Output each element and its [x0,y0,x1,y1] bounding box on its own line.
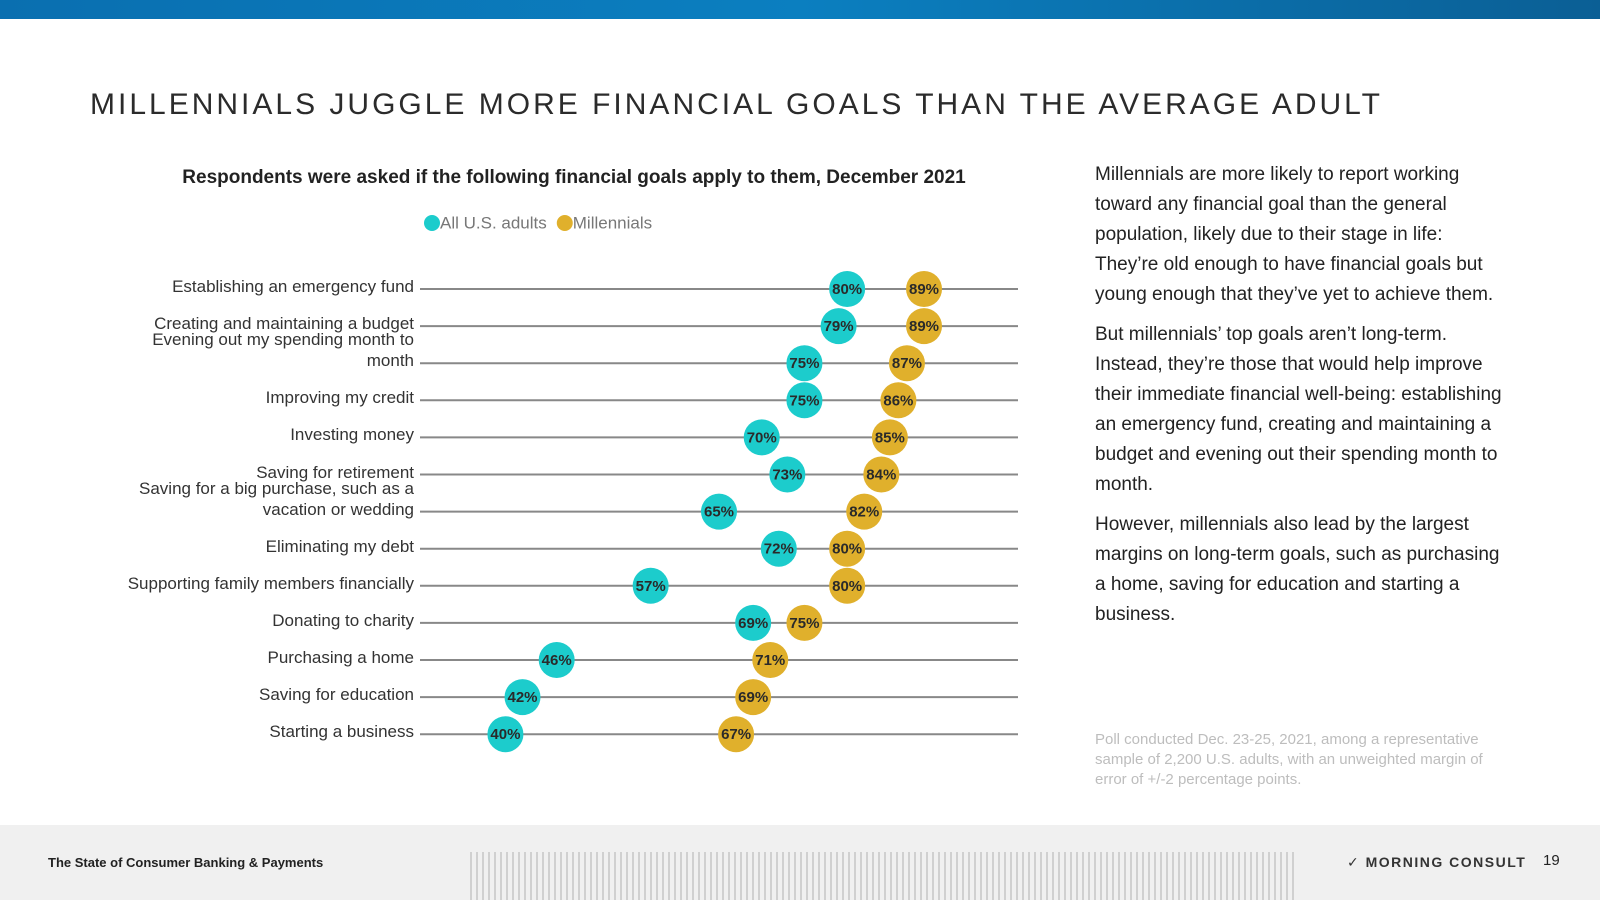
dot [829,271,866,307]
dot [487,716,524,753]
value-label: 75% [789,392,819,409]
dot [906,271,943,307]
category-label: Saving for education [259,685,414,705]
dot [888,345,925,382]
dot [786,345,823,382]
footnote: Poll conducted Dec. 23-25, 2021, among a… [1095,731,1483,788]
value-label: 75% [789,615,819,632]
dot [538,642,575,678]
legend-swatch [556,215,573,231]
legend-label: Millennials [573,213,652,232]
category-label: Starting a business [269,722,414,742]
footer-decoration [470,852,1295,900]
slide-title: MILLENNIALS JUGGLE MORE FINANCIAL GOALS … [90,88,1383,121]
value-label: 80% [832,578,862,595]
category-label: Evening out my spending month to month [152,330,414,371]
value-label: 40% [490,726,520,743]
legend-swatch [424,215,440,231]
value-label: 71% [755,652,785,669]
category-label: Saving for retirement [256,462,414,482]
category-label: Investing money [290,425,414,445]
page-number: 19 [1543,852,1560,869]
report-name: The State of Consumer Banking & Payments [48,855,324,870]
category-label: Saving for a big purchase, such as a vac… [139,478,414,519]
dot [760,530,797,567]
dot [880,382,917,419]
chart-title: Respondents were asked if the following … [182,167,966,188]
legend-label: All U.S. adults [440,213,547,232]
value-label: 67% [721,726,751,743]
category-label: Improving my credit [265,388,414,408]
dot [735,604,772,641]
dot [786,604,823,641]
dot [701,493,737,530]
dot [752,642,789,678]
dot [718,716,755,753]
side-text: Millennials are more likely to report wo… [1095,160,1510,640]
value-label: 84% [866,466,896,483]
value-label: 85% [875,429,905,446]
value-label: 82% [849,504,879,521]
chart: Respondents were asked if the following … [182,167,1018,753]
dot [906,308,943,345]
value-label: 65% [704,504,734,521]
value-label: 87% [892,355,922,372]
brand: ✓ MORNING CONSULT [1347,854,1527,870]
dot [820,308,857,345]
dot [632,567,669,604]
value-label: 57% [636,578,666,595]
value-label: 79% [824,318,854,335]
value-label: 42% [507,689,537,706]
category-label: Establishing an emergency fund [172,277,414,296]
paragraph: However, millennials also lead by the la… [1095,514,1500,625]
paragraph: But millennials’ top goals aren’t long-t… [1095,324,1502,495]
category-label: Purchasing a home [267,648,414,667]
dot [829,530,866,567]
category-label: Donating to charity [272,610,414,630]
value-label: 70% [747,429,777,446]
dot [846,493,883,530]
dot [735,679,772,716]
category-label: Supporting family members financially [127,573,414,593]
category-label: Creating and maintaining a budget [154,314,414,334]
value-label: 89% [909,318,939,335]
value-label: 80% [832,281,862,298]
value-label: 75% [789,355,819,372]
value-label: 46% [542,652,572,669]
dot [871,419,908,456]
dot [504,679,541,716]
dot [863,456,900,493]
dot [769,456,806,493]
value-label: 72% [764,541,794,558]
category-label: Eliminating my debt [265,536,414,556]
dot [743,419,780,456]
dot [786,382,823,419]
paragraph: Millennials are more likely to report wo… [1095,164,1494,305]
value-label: 89% [909,281,939,298]
brand-name: MORNING CONSULT [1365,854,1527,870]
value-label: 69% [738,689,768,706]
dot [829,567,866,604]
value-label: 73% [772,466,802,483]
value-label: 86% [883,392,913,409]
value-label: 80% [832,541,862,558]
top-bar [0,0,1600,19]
value-label: 69% [738,615,768,632]
